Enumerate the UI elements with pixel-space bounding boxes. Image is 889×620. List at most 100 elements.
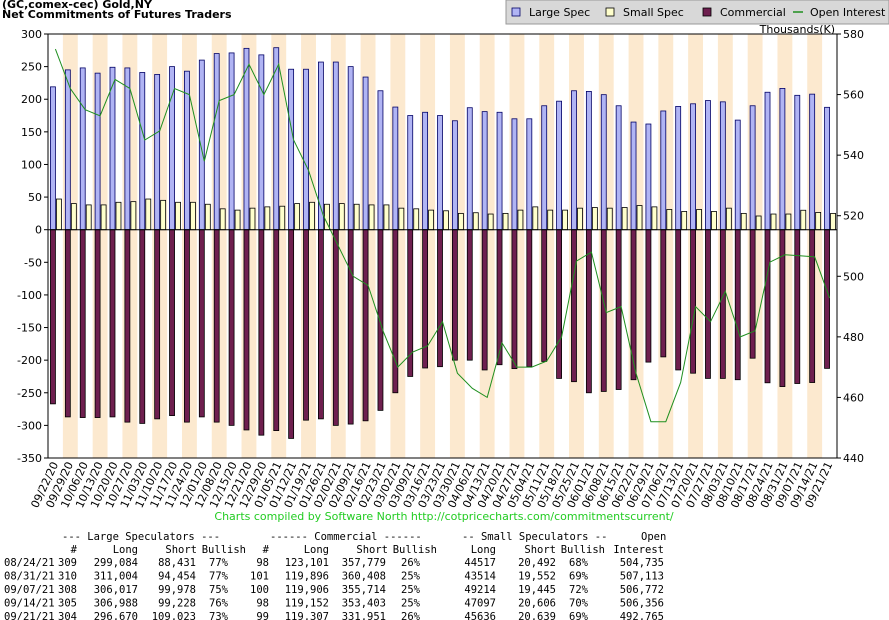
table-cell: 357,779 (342, 557, 386, 569)
table-cell: 69% (569, 611, 589, 620)
bar (541, 105, 548, 231)
table-header: # (263, 544, 270, 556)
bar (428, 209, 435, 231)
table-cell: 309 (58, 557, 77, 569)
table-cell: 119,307 (285, 611, 329, 620)
y-tick-label: 200 (21, 93, 42, 106)
chart-subtitle: Net Commitments of Futures Traders (2, 8, 232, 21)
table-cell: 76% (209, 598, 229, 610)
table-cell: 43514 (464, 571, 496, 583)
bar (764, 91, 771, 231)
bar (681, 211, 688, 231)
y2-tick-label: 480 (843, 331, 864, 344)
table-cell: 98 (256, 557, 269, 569)
table-cell: 296,670 (94, 611, 138, 620)
bar (228, 229, 235, 426)
bar (556, 100, 562, 231)
bar (243, 47, 250, 231)
table-header: # (71, 544, 78, 556)
bar (109, 66, 116, 231)
table-cell: 94,454 (158, 571, 196, 583)
bar (392, 229, 399, 394)
table-cell: 20,492 (518, 557, 556, 569)
footer: Charts compiled by Software North http:/… (214, 510, 673, 523)
y-tick-label: 100 (21, 158, 42, 171)
table-cell: 305 (58, 598, 77, 610)
bar (213, 53, 220, 231)
bar (547, 209, 554, 231)
table-cell: 69% (569, 571, 589, 583)
table-cell: 100 (250, 584, 269, 596)
bar (830, 212, 836, 231)
bar (368, 204, 375, 231)
table-header: Long (304, 544, 329, 556)
y-tick-label: -300 (17, 419, 42, 432)
bar (472, 212, 479, 231)
table-cell: 99,978 (158, 584, 196, 596)
bar (362, 76, 369, 231)
bar (794, 229, 801, 384)
bar (636, 205, 643, 231)
y-tick-label: 250 (21, 61, 42, 74)
bar (466, 229, 473, 361)
bar (630, 121, 637, 231)
bar (184, 229, 190, 423)
bar (154, 229, 161, 420)
bar (571, 229, 577, 383)
bar (711, 211, 717, 231)
bar (169, 229, 175, 417)
bar (443, 210, 449, 231)
table-cell: 119,152 (285, 598, 329, 610)
bar (502, 212, 509, 231)
bar (154, 74, 161, 231)
bar (318, 229, 324, 420)
y-tick-label: 300 (21, 28, 42, 41)
bar (824, 229, 830, 369)
y2-tick-label: 500 (843, 270, 864, 283)
table-cell: 109,023 (152, 611, 196, 620)
bar (213, 229, 220, 423)
bar (606, 207, 613, 231)
legend-label: Small Spec (623, 6, 684, 19)
bar (457, 212, 464, 231)
table-cell: 98 (256, 598, 269, 610)
bar (258, 229, 265, 436)
bar (660, 229, 667, 358)
legend-swatch (702, 7, 712, 17)
y-tick-label: -350 (17, 452, 42, 465)
bar (184, 70, 190, 231)
table-cell: 304 (58, 611, 77, 620)
bar (318, 61, 324, 231)
bar (621, 207, 628, 231)
bar (422, 111, 429, 231)
bar (585, 91, 592, 231)
table-cell: 70% (569, 598, 589, 610)
bar (332, 61, 339, 231)
bar (100, 204, 107, 231)
y-tick-label: 150 (21, 126, 42, 139)
table-cell: 09/21/21 (4, 611, 55, 620)
table-cell: 47097 (464, 598, 496, 610)
table-header: Bullish (561, 544, 605, 556)
bar (487, 213, 494, 231)
bar (64, 69, 71, 231)
bar (228, 52, 235, 231)
bar (749, 229, 756, 359)
bar (124, 229, 131, 423)
bar (234, 209, 241, 231)
bar (130, 201, 137, 231)
bar (725, 207, 732, 231)
table-group-header: Open (641, 531, 666, 543)
table-cell: 506,772 (620, 584, 664, 596)
bar (794, 94, 801, 231)
bar (779, 229, 786, 387)
table-cell: 45636 (464, 611, 496, 620)
bar (675, 106, 682, 231)
bar (511, 229, 518, 370)
bar (273, 47, 280, 231)
table-cell: 353,403 (342, 598, 386, 610)
bar (615, 229, 622, 390)
bar (719, 229, 726, 379)
table-cell: 77% (209, 571, 229, 583)
